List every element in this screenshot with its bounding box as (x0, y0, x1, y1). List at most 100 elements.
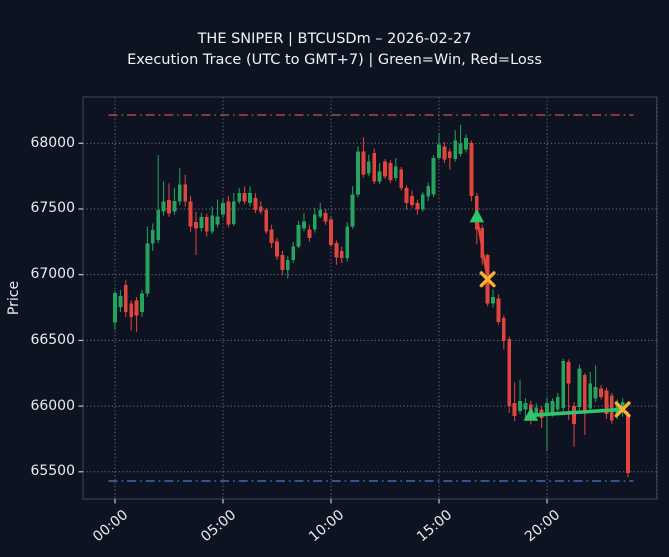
candle-up (118, 295, 123, 308)
candle-down (183, 184, 188, 202)
candle-up (555, 396, 560, 410)
candle-down (339, 251, 344, 258)
y-tick-label: 67000 (30, 266, 75, 283)
candle-down (442, 146, 447, 160)
candle-up (199, 216, 204, 229)
candle-up (420, 194, 425, 210)
win-trade-line (529, 407, 625, 418)
candle-up (588, 383, 593, 409)
candle-down (447, 151, 452, 158)
candle-down (501, 317, 506, 342)
candle-down (626, 413, 630, 474)
candle-down (399, 169, 404, 189)
candle-down (226, 201, 231, 225)
candle-up (534, 407, 539, 415)
candle-down (388, 162, 393, 180)
candle-up (545, 402, 549, 415)
candle-up (393, 166, 398, 179)
entry-triangle-marker (523, 407, 539, 421)
candle-down (167, 200, 171, 214)
candle-up (145, 243, 150, 294)
candle-up (437, 144, 441, 158)
y-tick-label: 65500 (30, 463, 75, 480)
candle-up (453, 140, 458, 160)
candle-down (188, 201, 193, 227)
loss-trade-line (475, 215, 489, 281)
candle-down (507, 339, 512, 407)
candle-up (561, 360, 566, 409)
candle-down (604, 390, 609, 414)
candle-up (356, 151, 360, 195)
y-tick-label: 68000 (30, 134, 75, 151)
candle-up (550, 401, 555, 413)
candle-up (231, 201, 236, 225)
candle-down (123, 285, 128, 312)
candle-up (172, 201, 177, 212)
chart-title: THE SNIPER | BTCUSDm – 2026-02-27 Execut… (0, 29, 669, 71)
candle-up (221, 202, 225, 215)
candle-up (248, 192, 252, 203)
y-tick-label: 67500 (30, 200, 75, 217)
candle-up (350, 194, 355, 227)
candle-down (264, 209, 269, 232)
y-tick-label: 66000 (30, 397, 75, 414)
candle-down (280, 254, 285, 271)
candle-up (518, 401, 522, 412)
candle-up (177, 184, 182, 202)
candle-up (523, 402, 528, 410)
candle-up (210, 215, 215, 232)
candle-down (204, 216, 209, 232)
candle-down (404, 187, 409, 204)
candle-down (383, 161, 387, 177)
candle-down (134, 300, 139, 316)
candle-up (318, 209, 323, 217)
candle-down (361, 151, 366, 175)
plot-border (82, 96, 658, 500)
candle-down (275, 241, 279, 257)
candle-up (291, 246, 296, 260)
candle-up (366, 161, 371, 174)
y-tick-label: 66500 (30, 331, 75, 348)
candle-down (323, 213, 328, 222)
candle-down (242, 192, 247, 202)
candle-up (577, 368, 582, 408)
chart-title-line1: THE SNIPER | BTCUSDm – 2026-02-27 (197, 31, 472, 47)
chart-title-line2: Execution Trace (UTC to GMT+7) | Green=W… (127, 52, 542, 68)
candle-up (140, 293, 144, 312)
candle-down (512, 402, 517, 416)
candle-down (329, 219, 333, 245)
candle-down (582, 375, 587, 413)
candle-down (566, 361, 571, 384)
candle-up (345, 226, 350, 258)
candle-down (469, 142, 474, 196)
candle-up (150, 229, 155, 244)
candle-down (410, 195, 414, 206)
candle-down (194, 222, 198, 229)
candle-down (334, 243, 339, 258)
candle-down (307, 229, 312, 239)
candle-down (253, 197, 258, 210)
entry-triangle-marker (469, 209, 485, 223)
candle-down (129, 303, 134, 317)
candle-up (302, 221, 306, 229)
candle-up (491, 297, 495, 304)
candle-up (426, 186, 431, 197)
candle-down (599, 388, 603, 398)
candle-up (237, 192, 242, 202)
candle-up (312, 214, 317, 230)
candle-up (285, 259, 290, 271)
candle-down (572, 406, 576, 424)
candle-up (377, 171, 382, 182)
candle-up (593, 386, 598, 399)
candle-up (113, 292, 117, 323)
candle-up (296, 224, 301, 247)
candle-up (431, 157, 436, 195)
candle-up (215, 216, 220, 225)
candle-down (609, 395, 614, 421)
candle-up (464, 137, 468, 150)
candle-down (415, 202, 420, 210)
exit-x-marker (479, 271, 496, 288)
candle-up (458, 143, 463, 154)
candle-down (496, 298, 501, 322)
